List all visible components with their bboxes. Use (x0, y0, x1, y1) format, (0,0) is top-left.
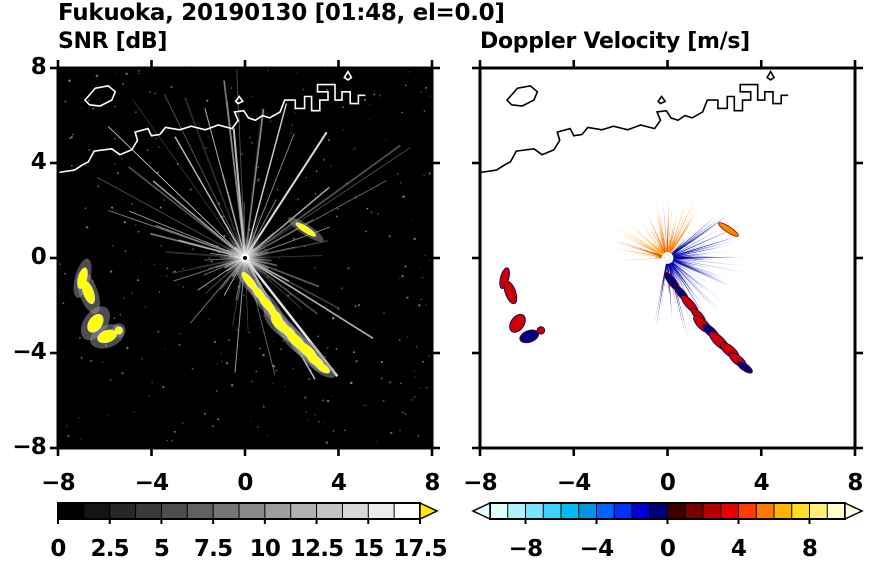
x-axis-label-snr: 0 (237, 470, 253, 496)
snr-colorbar (57, 501, 439, 524)
snr-colorbar-label: 5 (153, 536, 170, 562)
y-axis-label: 4 (30, 149, 47, 175)
x-axis-label-snr: −8 (41, 470, 75, 496)
snr-colorbar-label: 12.5 (289, 536, 344, 562)
coastline-path (58, 83, 366, 174)
vel-precip-echoes (499, 222, 753, 374)
snr-colorbar-label: 7.5 (193, 536, 233, 562)
island-outline (505, 84, 539, 107)
vel-colorbar-label: 8 (801, 536, 818, 562)
vel-colorbar-label: −4 (579, 536, 614, 562)
coastline-path (480, 83, 789, 174)
vel-colorbar-label: 0 (659, 536, 676, 562)
y-axis-label: −8 (12, 434, 46, 460)
snr-colorbar-label: 0 (50, 536, 66, 562)
vel-colorbar-segments (490, 503, 846, 519)
doppler-velocity-plot (472, 60, 863, 456)
vel-overflow-arrow (844, 501, 864, 521)
island-outline (343, 70, 353, 81)
velocity-colorbar (471, 501, 864, 524)
x-axis-label-snr: 4 (330, 470, 347, 496)
vel-radial-wedges (602, 194, 748, 340)
snr-colorbar-label: 15 (353, 536, 384, 562)
snr-colorbar-label: 2.5 (90, 536, 130, 562)
vel-underflow-arrow (471, 501, 491, 521)
snr-overflow-arrow (419, 501, 439, 521)
x-axis-label-vel: 0 (659, 470, 676, 496)
snr-colorbar-label: 17.5 (393, 536, 447, 562)
y-axis-label: −4 (12, 339, 46, 365)
x-axis-label-snr: −4 (134, 470, 169, 496)
x-axis-label-vel: 8 (847, 470, 863, 496)
snr-colorbar-segments (58, 503, 421, 519)
y-axis-label: 0 (30, 244, 47, 270)
island-outline (657, 95, 667, 105)
x-axis-label-vel: −8 (463, 470, 497, 496)
page-title: Fukuoka, 20190130 [01:48, el=0.0] (58, 0, 505, 26)
radar-site-marker (663, 254, 672, 262)
vel-panel-title: Doppler Velocity [m/s] (480, 29, 750, 54)
island-outline (83, 84, 117, 107)
x-axis-label-vel: 4 (753, 470, 770, 496)
x-axis-label-vel: −4 (556, 470, 591, 496)
y-axis-label: 8 (30, 54, 47, 80)
snr-precip-echoes (73, 217, 336, 378)
vel-plot-content (480, 68, 855, 448)
snr-panel-title: SNR [dB] (58, 29, 168, 54)
vel-colorbar-label: −8 (508, 536, 543, 562)
axis-ticks (50, 60, 440, 456)
snr-plot-content (58, 68, 432, 448)
snr-colorbar-label: 10 (249, 536, 281, 562)
x-axis-label-snr: 8 (424, 470, 440, 496)
island-outline (766, 70, 776, 81)
snr-plot (50, 60, 440, 456)
vel-colorbar-label: 4 (730, 536, 747, 562)
island-outline (234, 95, 244, 105)
axis-ticks (472, 60, 863, 456)
